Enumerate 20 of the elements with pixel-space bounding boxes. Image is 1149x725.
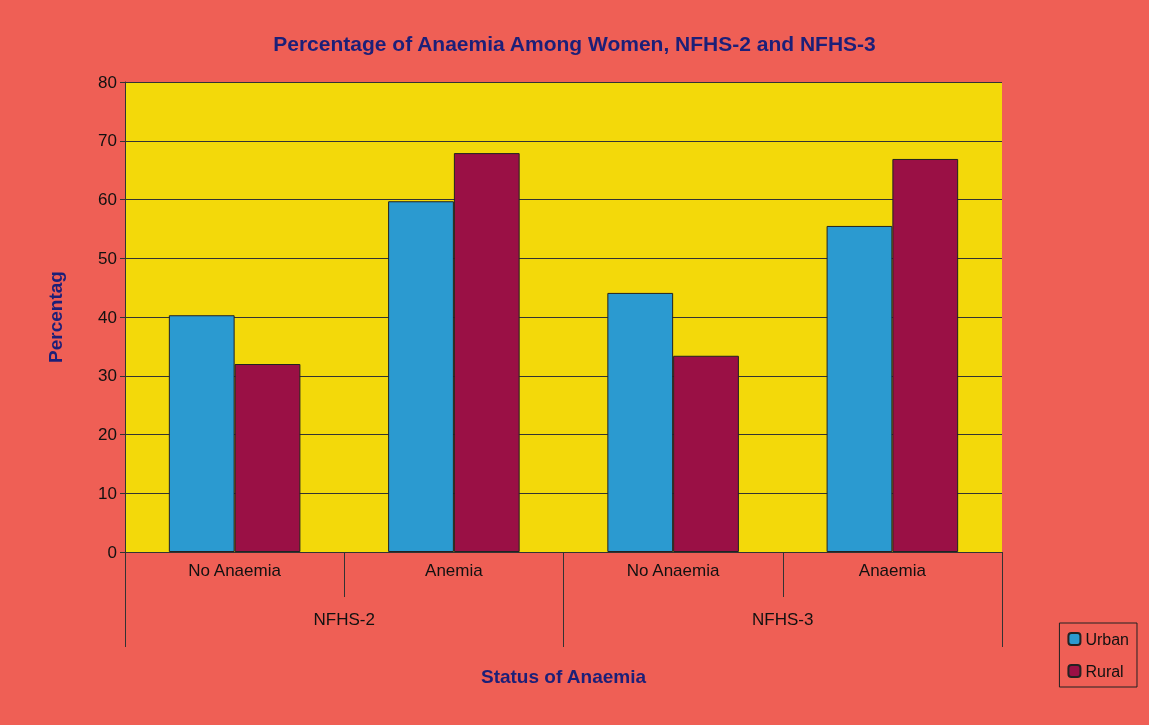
y-tick-label: 60 xyxy=(98,190,117,209)
x-tick-label: No Anaemia xyxy=(188,561,282,580)
chart-title: Percentage of Anaemia Among Women, NFHS-2 and NFHS-3 xyxy=(273,32,876,55)
legend-label: Rural xyxy=(1085,662,1124,680)
y-tick-label: 10 xyxy=(98,483,117,503)
legend-label: Urban xyxy=(1085,630,1129,648)
x-tick-label: No Anaemia xyxy=(626,561,720,580)
y-tick-label: 40 xyxy=(98,307,117,327)
y-tick-label: 0 xyxy=(107,542,117,562)
text: NFHS-3 xyxy=(752,610,814,629)
y-tick-label: 30 xyxy=(98,366,117,386)
x-tick-label: Anaemia xyxy=(858,561,927,580)
y-tick-label: 20 xyxy=(98,425,117,444)
x-tick-label: Anemia xyxy=(425,561,484,580)
y-tick-label: 70 xyxy=(98,131,117,151)
y-tick-label: 80 xyxy=(98,72,117,92)
y-tick-label: 50 xyxy=(98,248,117,268)
x-axis-title: Status of Anaemia xyxy=(480,666,647,687)
y-axis-title: Percentag xyxy=(45,271,66,363)
text: NFHS-2 xyxy=(313,610,375,629)
